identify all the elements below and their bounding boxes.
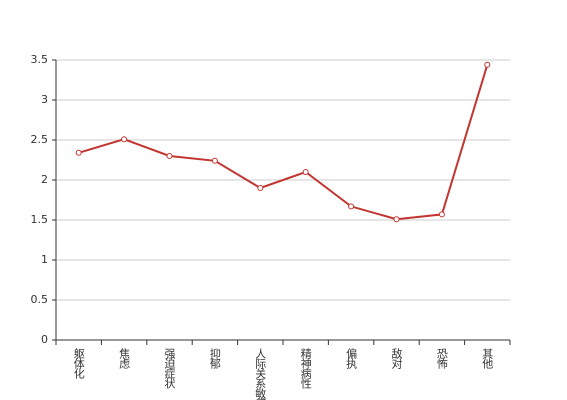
x-tick-label: 敌对 [390,347,403,369]
point [484,61,491,68]
x-tick-label: 强迫症状 [163,348,176,389]
x-tick-label: 焦虑 [118,348,131,369]
point [121,136,128,143]
point [75,149,82,156]
point [438,211,445,218]
y-tick-label: 3 [41,93,48,106]
line [78,64,489,221]
point [393,216,400,223]
x-tick-label: 精神病性 [299,348,312,390]
y-tick-label: 2 [41,173,48,186]
x-tick-label: 偏执 [345,347,358,370]
y-tick-label: 2.5 [31,133,49,146]
x-tick-label: 躯体化 [72,348,85,380]
y-tick-label: 0.5 [31,293,49,306]
x-tick-label: 人际关系敏感 [254,348,267,400]
y-tick-label: 1 [41,253,48,266]
point [257,185,264,191]
y-tick-label: 0 [41,333,48,346]
point [302,169,309,175]
point [348,203,355,210]
point [211,157,218,164]
y-tick-label: 1.5 [31,213,49,226]
x-tick-label: 其他 [481,348,494,369]
y-tick-label: 3.5 [31,53,49,66]
point [166,153,173,159]
x-tick-label: 恐怖 [435,348,448,369]
x-tick-label: 抑郁 [208,347,221,369]
